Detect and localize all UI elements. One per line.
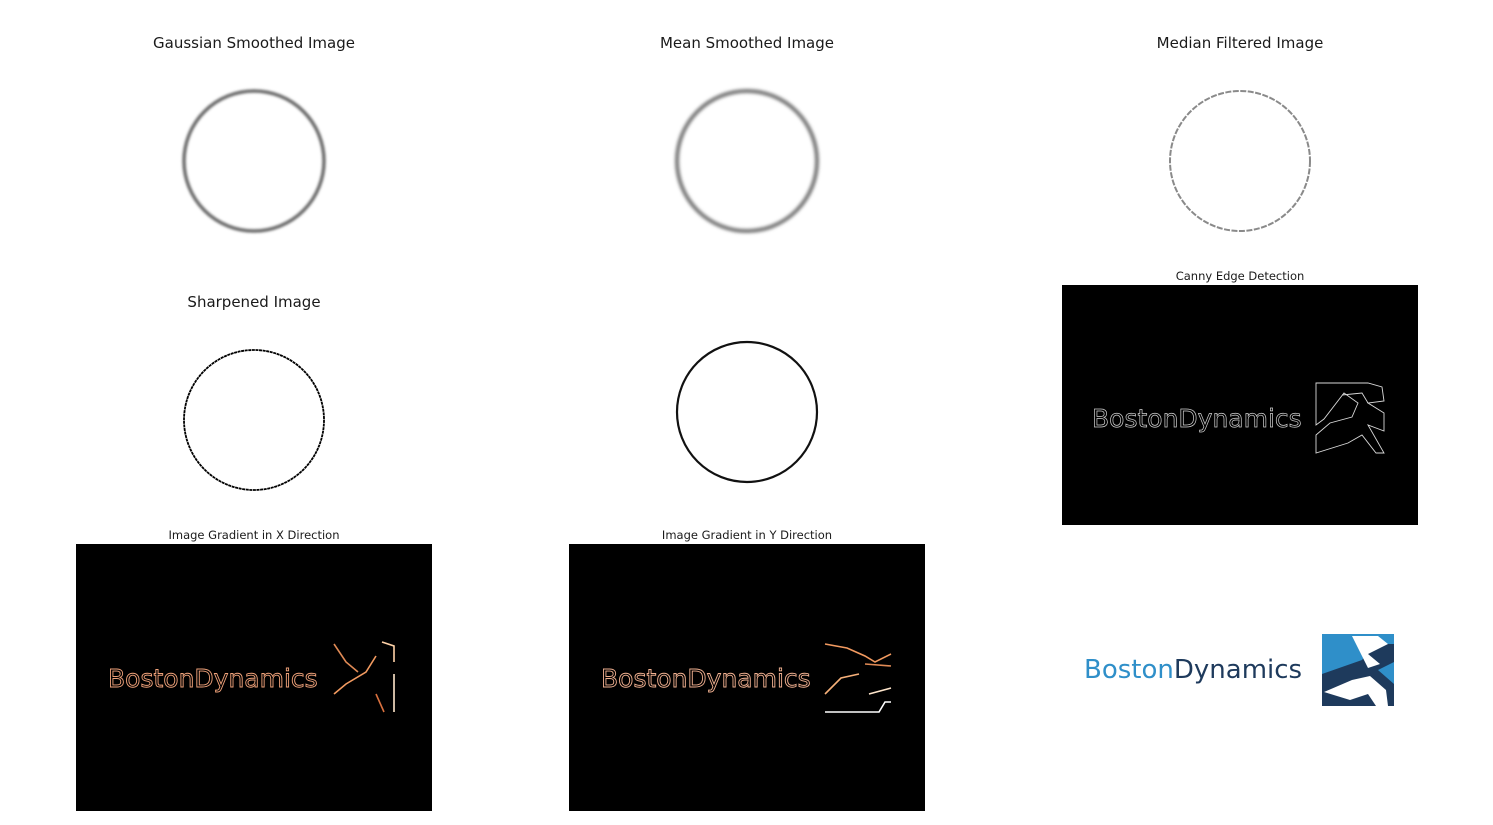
canny-logo-text: BostonDynamics <box>1092 404 1302 433</box>
panel-title-gaussian: Gaussian Smoothed Image <box>153 34 355 52</box>
panel-title-gradient-x: Image Gradient in X Direction <box>168 528 340 542</box>
panel-title-gradient-y: Image Gradient in Y Direction <box>661 528 833 542</box>
gradient-x-panel: BostonDynamics <box>76 544 432 811</box>
original-logo-mark <box>1322 634 1394 706</box>
mean-smoothed-circle <box>667 82 827 242</box>
panel-title-mean: Mean Smoothed Image <box>659 34 834 52</box>
original-logo-panel: BostonDynamics <box>1062 544 1418 811</box>
gradient-y-logo-text: BostonDynamics <box>601 664 811 693</box>
panel-title-sharpened: Sharpened Image <box>187 293 321 311</box>
gradient-x-logo-text: BostonDynamics <box>108 664 318 693</box>
median-filtered-circle <box>1160 82 1320 242</box>
gaussian-smoothed-circle <box>174 82 334 242</box>
gradient-y-panel: BostonDynamics <box>569 544 925 811</box>
gradient-y-logo-mark <box>824 643 892 713</box>
canny-logo-mark <box>1315 382 1385 454</box>
panel-title-canny: Canny Edge Detection <box>1175 269 1305 283</box>
gradient-x-logo-mark <box>333 641 395 713</box>
sharpened-circle <box>174 340 334 500</box>
canny-edge-panel: BostonDynamics <box>1062 285 1418 525</box>
binary-circle <box>667 332 827 492</box>
panel-title-median: Median Filtered Image <box>1156 34 1324 52</box>
original-logo-text: BostonDynamics <box>1084 655 1302 685</box>
